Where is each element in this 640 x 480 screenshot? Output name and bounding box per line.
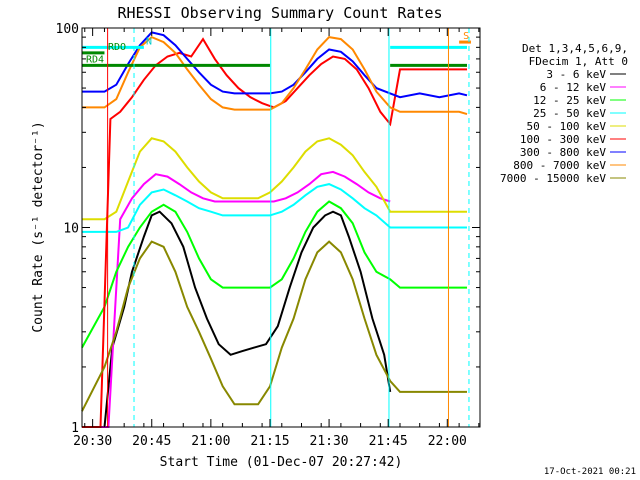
series-layer — [81, 31, 468, 428]
annotation-label-1: RDO — [108, 42, 126, 53]
legend-label-2: 12 - 25 keV — [533, 94, 606, 107]
series-line-8 — [81, 240, 467, 412]
legend-label-1: 6 - 12 keV — [540, 81, 607, 94]
x-tick-label-3: 21:15 — [250, 434, 289, 449]
legend-header-0: Det 1,3,4,5,6,9, — [522, 42, 628, 55]
series-line-1 — [82, 170, 391, 428]
legend-label-7: 800 - 7000 keV — [513, 159, 606, 172]
series-line-0 — [82, 210, 392, 428]
legend-label-0: 3 - 6 keV — [546, 68, 606, 81]
x-tick-label-6: 22:00 — [428, 434, 467, 449]
x-tick-label-5: 21:45 — [369, 434, 408, 449]
y-axis-label: Count Rate (s⁻¹ detector⁻¹) — [31, 121, 46, 332]
markers-layer — [107, 28, 470, 427]
x-tick-label-1: 20:45 — [132, 434, 171, 449]
annotation-label-0: RD4 — [86, 54, 104, 65]
chart-title: RHESSI Observing Summary Count Rates — [117, 4, 442, 22]
x-axis-label: Start Time (01-Dec-07 20:27:42) — [160, 455, 403, 470]
legend: Det 1,3,4,5,6,9,FDecim 1, Att 03 - 6 keV… — [500, 42, 628, 185]
y-tick-label-2: 100 — [56, 22, 79, 37]
legend-label-5: 100 - 300 keV — [520, 133, 606, 146]
series-line-4 — [82, 137, 467, 221]
legend-label-3: 25 - 50 keV — [533, 107, 606, 120]
series-line-7 — [82, 35, 468, 116]
y-axis-ticks: 1 10 100 — [56, 22, 480, 436]
legend-label-6: 300 - 800 keV — [520, 146, 606, 159]
flags-layer: RD4 RDO N S — [82, 31, 471, 67]
x-tick-label-0: 20:30 — [73, 434, 112, 449]
series-line-2 — [81, 200, 467, 349]
plot-clip-group: RD4 RDO N S — [81, 28, 471, 428]
plot-timestamp: 17-Oct-2021 00:21 — [544, 467, 636, 477]
annotation-label-2: N — [146, 36, 152, 47]
series-line-3 — [82, 183, 467, 233]
legend-label-8: 7000 - 15000 keV — [500, 172, 606, 185]
x-tick-label-4: 21:30 — [310, 434, 349, 449]
x-tick-label-2: 21:00 — [191, 434, 230, 449]
legend-header-1: FDecim 1, Att 0 — [529, 55, 628, 68]
x-axis-ticks: 20:30 20:45 21:00 21:15 21:30 21:45 22:00 — [73, 28, 480, 449]
y-tick-label-0: 1 — [71, 421, 79, 436]
y-tick-label-1: 10 — [63, 222, 79, 237]
annotation-label-3: S — [463, 31, 469, 42]
legend-label-4: 50 - 100 keV — [527, 120, 607, 133]
